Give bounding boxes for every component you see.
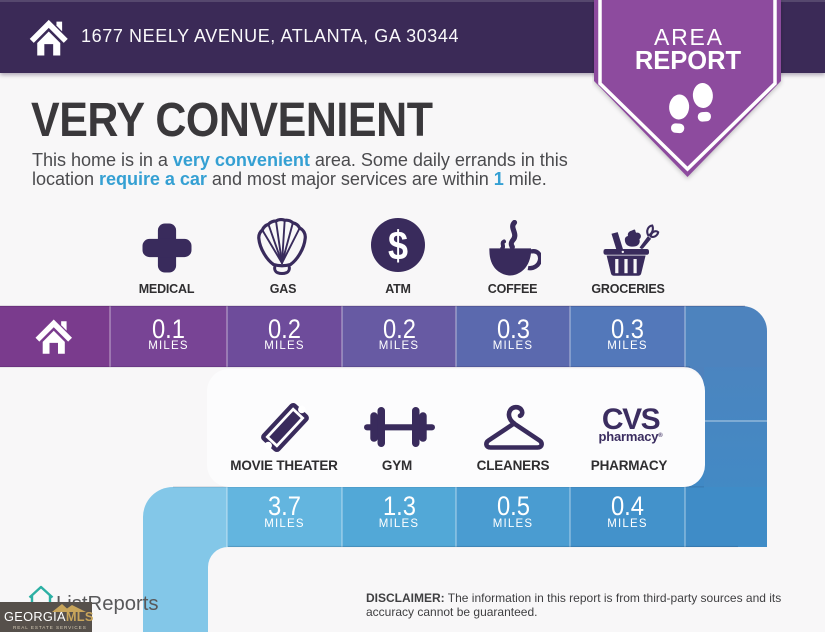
svg-text:$: $ xyxy=(388,223,408,269)
